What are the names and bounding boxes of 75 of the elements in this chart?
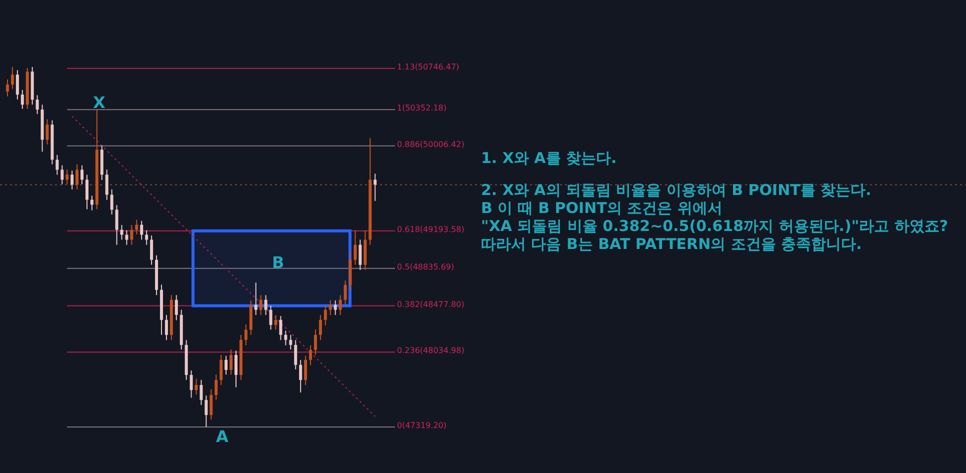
text: B 이 때 B POINT의 조건은 위에서 [481, 199, 722, 217]
annotation: B [272, 253, 284, 272]
candlestick [60, 164, 64, 185]
candlestick [85, 174, 88, 210]
candlestick [135, 219, 138, 235]
candlestick [254, 282, 258, 316]
candlestick [120, 224, 124, 240]
text: "XA 되돌림 비율 0.382~0.5(0.618까지 허용된다.)"라고 하였죠? [481, 217, 948, 235]
candlestick [309, 344, 312, 366]
candlestick [110, 188, 114, 216]
candlestick [10, 66, 14, 90]
candlestick [264, 294, 268, 316]
candlestick [374, 173, 377, 202]
candlestick [150, 234, 154, 266]
candlestick [76, 164, 79, 190]
candlestick [318, 314, 322, 341]
candlestick [80, 164, 84, 185]
ref-line-label: 0.382(48477.80) [397, 300, 464, 309]
candlestick [210, 388, 213, 420]
candlestick [36, 94, 39, 115]
text: 1. X와 A를 찾는다. [481, 149, 617, 167]
candlestick [140, 220, 144, 240]
candlestick [294, 340, 298, 370]
candlestick [115, 204, 118, 246]
candlestick [279, 316, 282, 341]
candlestick [334, 300, 337, 316]
candlestick [354, 230, 357, 266]
candlestick [244, 324, 248, 346]
candlestick [56, 154, 59, 176]
ref-line-label: 0.236(48034.98) [397, 346, 464, 356]
candlestick [125, 230, 128, 246]
candlestick [274, 314, 278, 330]
candlestick [200, 379, 203, 406]
annotation: A [216, 427, 229, 446]
candlestick [234, 350, 238, 388]
candlestick [344, 280, 347, 306]
candlestick [130, 224, 134, 246]
candlestick [289, 334, 292, 350]
text: 2. X와 A의 되돌림 비율을 이용하여 B POINT를 찾는다. [481, 181, 872, 199]
text: 따라서 다음 B는 BAT PATTERN의 조건을 충족합니다. [481, 235, 862, 253]
candlestick [164, 314, 168, 341]
candlestick [328, 300, 332, 316]
candlestick [20, 89, 24, 110]
ref-line-label: 0(47319.20) [397, 421, 447, 430]
candlestick [6, 79, 9, 97]
ref-line-label: 1(50352.18) [397, 104, 447, 113]
candlestick [284, 330, 288, 346]
ref-line-label: 0.886(50006.42) [397, 140, 464, 149]
candlestick [338, 294, 342, 316]
ref-line-label: 1.13(50746.47) [397, 62, 460, 72]
candlestick [70, 170, 74, 190]
candlestick [314, 329, 317, 356]
candlestick [194, 378, 198, 396]
candlestick [230, 349, 233, 376]
candlestick [358, 239, 362, 270]
candlestick [190, 370, 193, 398]
candlestick [224, 355, 228, 376]
candlestick [16, 70, 19, 100]
candlestick [259, 294, 262, 316]
candlestick [105, 169, 108, 200]
candlestick [46, 118, 49, 145]
candlestick [204, 395, 208, 428]
candlestick [214, 374, 218, 400]
candlestick [174, 294, 178, 321]
ref-line-label: 0.5(48835.69) [397, 262, 454, 272]
candlestick [269, 305, 272, 330]
candlestick [90, 195, 94, 211]
candlestick [145, 230, 148, 246]
candlestick [324, 305, 327, 326]
candlestick [66, 169, 69, 185]
ref-line-label: 0.618(49193.58) [397, 224, 464, 234]
annotation: X [93, 93, 106, 112]
candlestick [304, 355, 308, 386]
candlestick [299, 359, 302, 393]
candlestick [220, 354, 223, 386]
